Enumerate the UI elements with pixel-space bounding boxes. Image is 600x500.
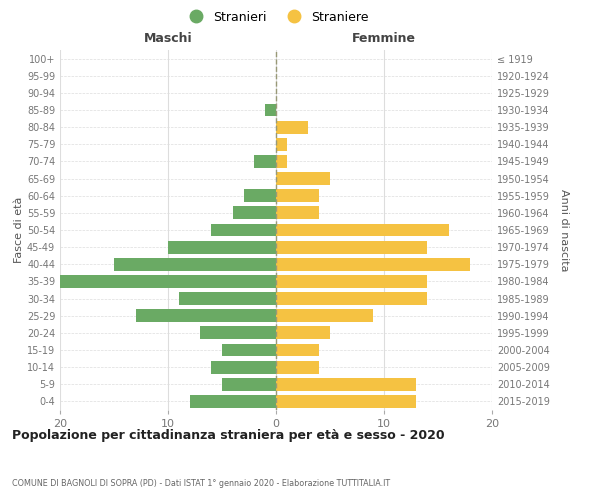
Bar xyxy=(211,224,276,236)
Bar xyxy=(211,360,276,374)
Bar xyxy=(276,310,373,322)
Bar xyxy=(190,395,276,408)
Bar xyxy=(276,138,287,150)
Bar xyxy=(276,395,416,408)
Text: Maschi: Maschi xyxy=(143,32,193,45)
Bar xyxy=(276,172,330,185)
Bar xyxy=(254,155,276,168)
Bar xyxy=(276,275,427,288)
Bar xyxy=(276,206,319,220)
Bar xyxy=(233,206,276,220)
Bar xyxy=(276,190,319,202)
Y-axis label: Fasce di età: Fasce di età xyxy=(14,197,24,263)
Text: COMUNE DI BAGNOLI DI SOPRA (PD) - Dati ISTAT 1° gennaio 2020 - Elaborazione TUTT: COMUNE DI BAGNOLI DI SOPRA (PD) - Dati I… xyxy=(12,478,390,488)
Text: Popolazione per cittadinanza straniera per età e sesso - 2020: Popolazione per cittadinanza straniera p… xyxy=(12,430,445,442)
Legend: Stranieri, Straniere: Stranieri, Straniere xyxy=(178,6,374,29)
Bar xyxy=(276,378,416,390)
Bar xyxy=(276,326,330,340)
Bar xyxy=(276,344,319,356)
Bar xyxy=(276,224,449,236)
Bar xyxy=(244,190,276,202)
Bar xyxy=(222,344,276,356)
Bar xyxy=(276,258,470,270)
Bar xyxy=(276,292,427,305)
Bar xyxy=(200,326,276,340)
Bar xyxy=(60,275,276,288)
Bar xyxy=(168,240,276,254)
Y-axis label: Anni di nascita: Anni di nascita xyxy=(559,188,569,271)
Bar xyxy=(136,310,276,322)
Bar xyxy=(222,378,276,390)
Bar xyxy=(276,120,308,134)
Text: Femmine: Femmine xyxy=(352,32,416,45)
Bar xyxy=(114,258,276,270)
Bar xyxy=(276,155,287,168)
Bar xyxy=(179,292,276,305)
Bar xyxy=(276,240,427,254)
Bar xyxy=(265,104,276,117)
Bar xyxy=(276,360,319,374)
